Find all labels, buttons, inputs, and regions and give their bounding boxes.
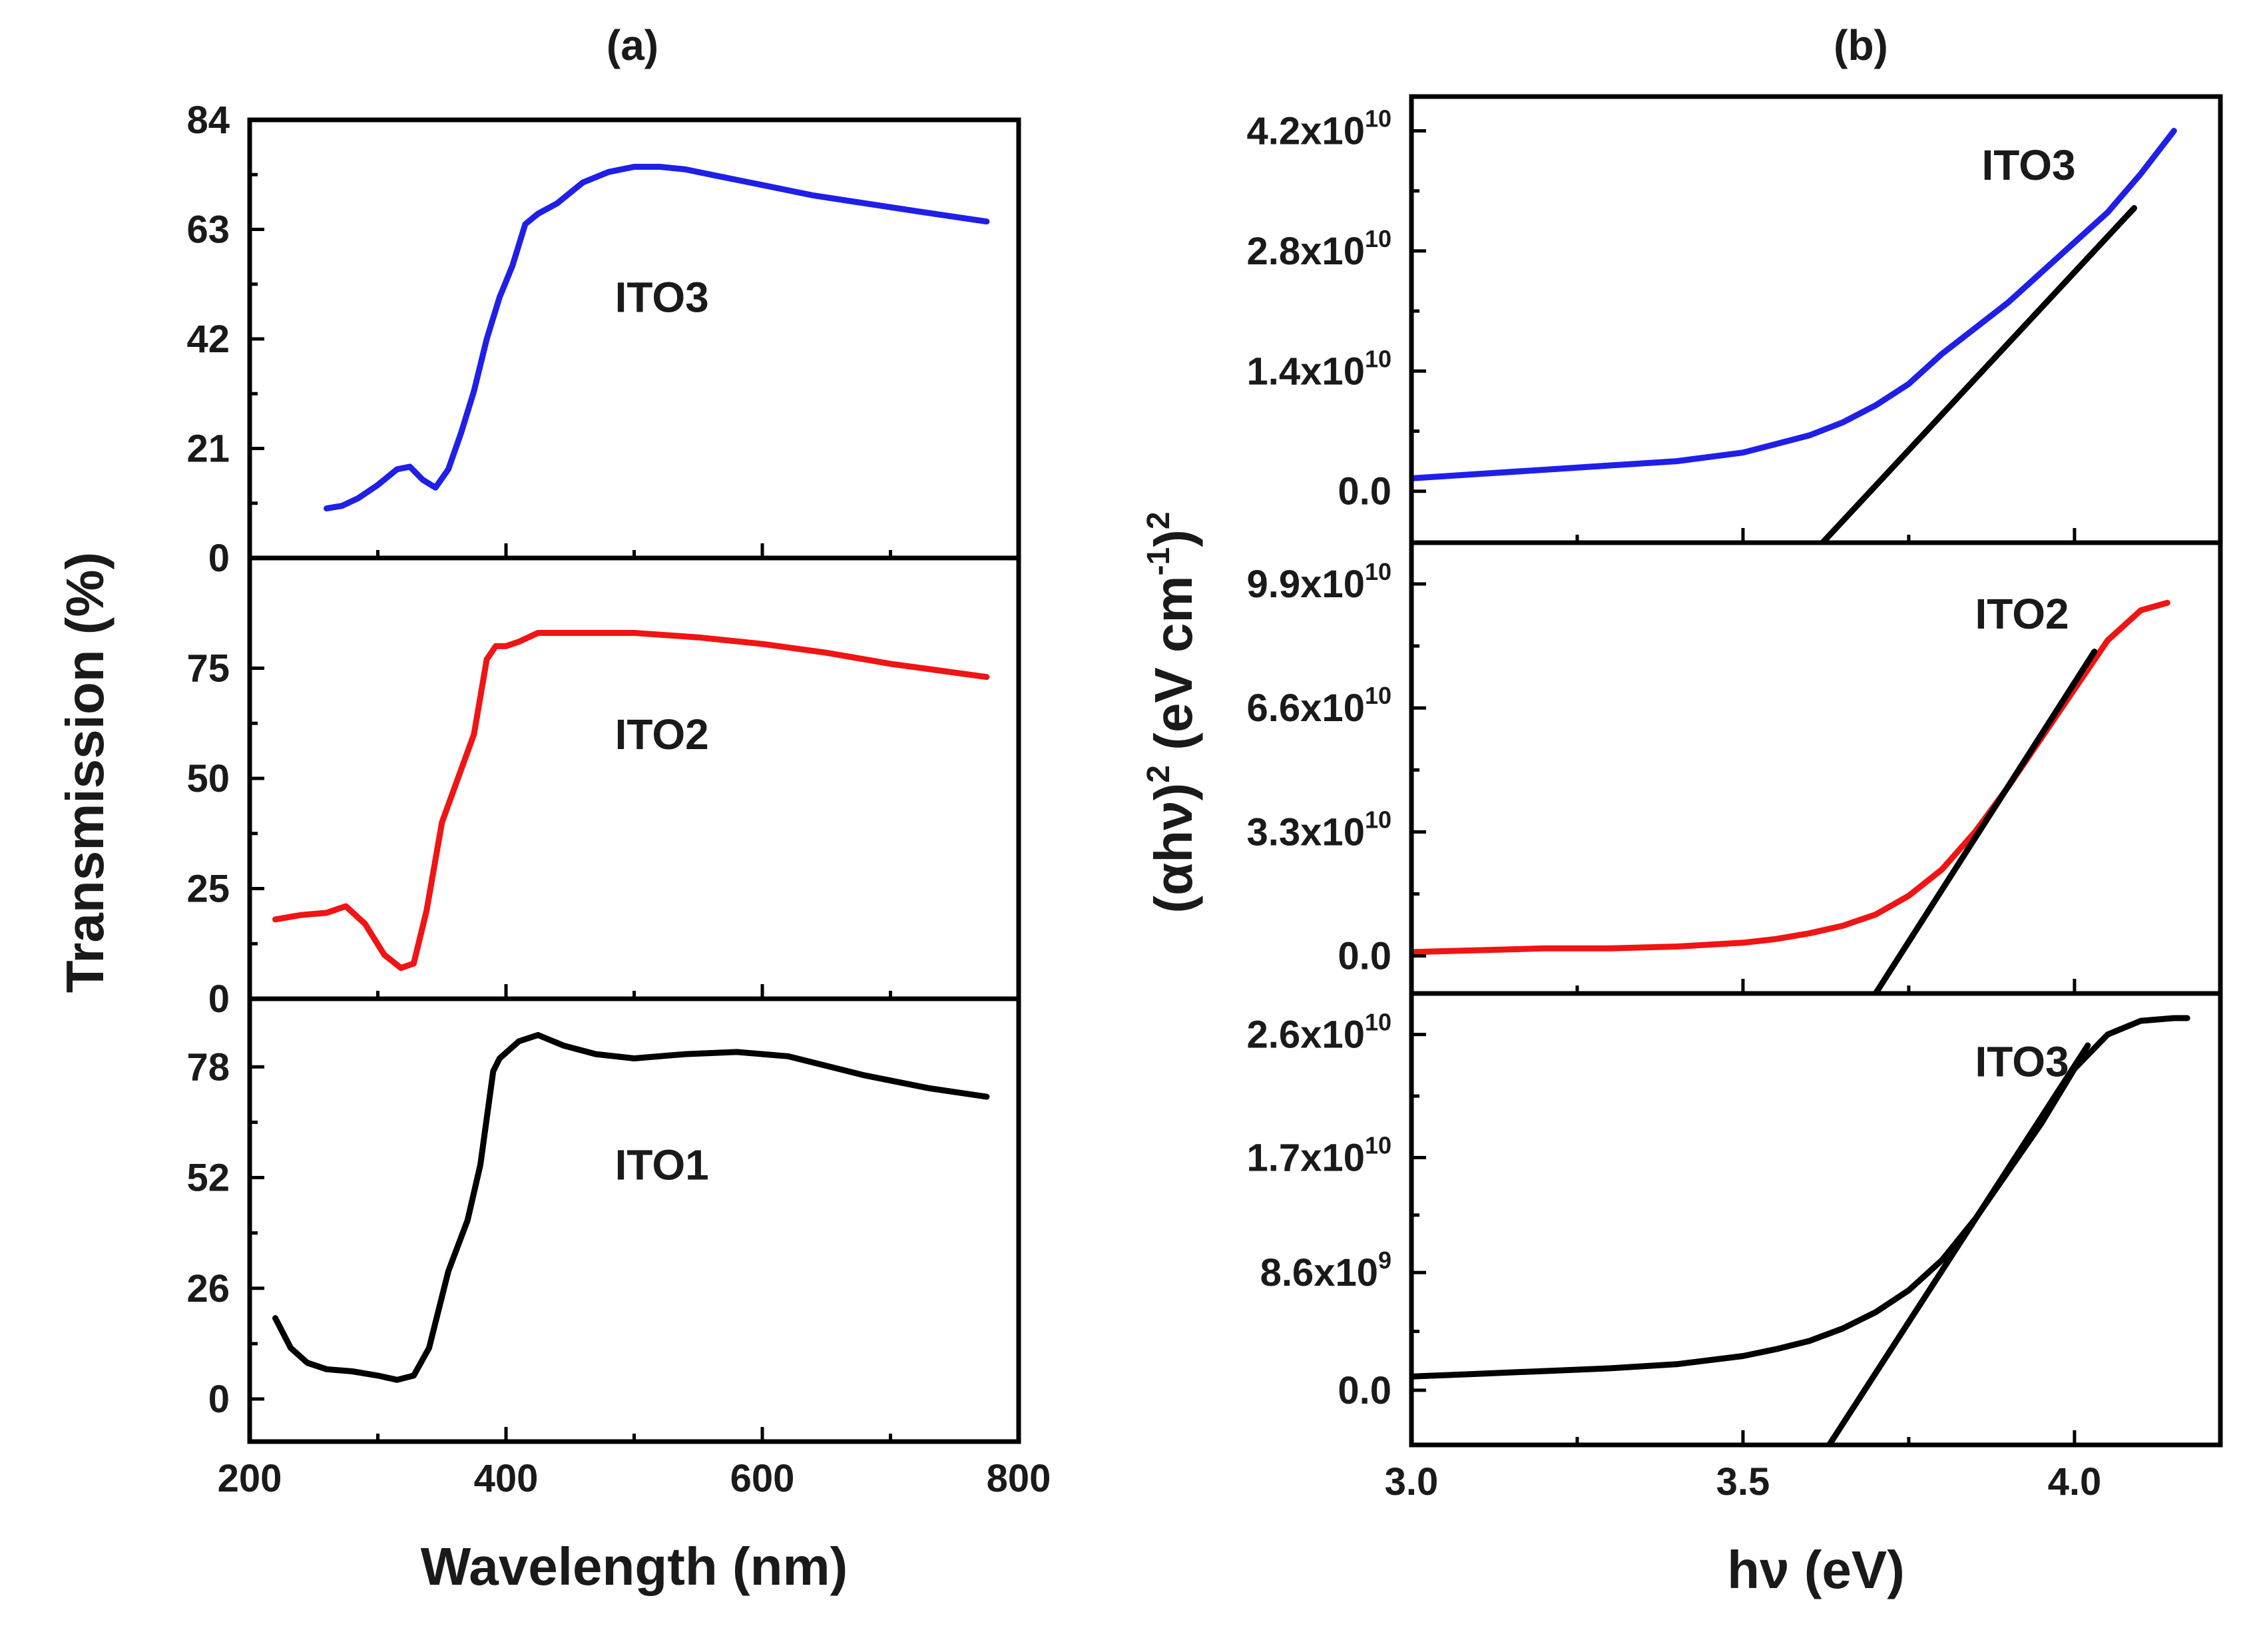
plot-frame bbox=[1409, 540, 2223, 996]
x-tick-label: 3.0 bbox=[1385, 1460, 1439, 1504]
plot-frame bbox=[1409, 991, 2223, 1448]
y-axis-title-a: Transmission (%) bbox=[55, 552, 115, 993]
series-annotation: ITO1 bbox=[615, 1141, 709, 1189]
fit-line bbox=[1819, 205, 2138, 543]
y-tick-label: 84 bbox=[186, 99, 230, 142]
y-tick-label: 0.0 bbox=[1338, 935, 1391, 978]
panel-label: (b) bbox=[1834, 21, 1888, 69]
x-tick-label: 400 bbox=[474, 1457, 539, 1500]
y-tick-label: 52 bbox=[186, 1157, 230, 1200]
x-tick-label: 3.5 bbox=[1716, 1460, 1770, 1504]
x-tick-label: 600 bbox=[730, 1457, 795, 1500]
panel-label: (a) bbox=[607, 21, 658, 69]
subplot-a-ito2-1: 0 25 50 75 ITO2 bbox=[186, 555, 1021, 1021]
y-tick-label: 4.2x1010 bbox=[1247, 105, 1391, 153]
y-tick-label: 1.7x1010 bbox=[1247, 1132, 1391, 1180]
y-tick-label: 9.9x1010 bbox=[1247, 558, 1391, 606]
x-axis-title: hν (eV) bbox=[1727, 1540, 1905, 1599]
y-tick-label: 0.0 bbox=[1338, 470, 1391, 513]
x-tick-label: 4.0 bbox=[2048, 1460, 2102, 1504]
series-annotation: ITO2 bbox=[615, 710, 709, 758]
x-tick-label: 800 bbox=[987, 1457, 1051, 1500]
y-tick-label: 0 bbox=[208, 537, 230, 580]
subplot-b-ito3-0: 0.0 1.4x1010 2.8x1010 4.2x1010 ITO3 bbox=[1247, 94, 2223, 545]
y-tick-label: 0.0 bbox=[1338, 1369, 1391, 1412]
y-tick-label: 6.6x1010 bbox=[1247, 682, 1391, 730]
y-tick-label: 50 bbox=[186, 757, 230, 800]
x-tick-label: 200 bbox=[218, 1457, 282, 1500]
data-line-ito2 bbox=[272, 630, 990, 971]
subplot-a-ito1-2: 0 26 52 78 ITO1 bbox=[186, 996, 1021, 1444]
subplot-b-ito3-2: 0.0 8.6x109 1.7x1010 2.6x1010 ITO3 bbox=[1247, 991, 2223, 1448]
plot-frame bbox=[1409, 94, 2223, 545]
fit-line bbox=[1872, 649, 2098, 993]
data-line-ito3 bbox=[1411, 1015, 2190, 1380]
plot-frame bbox=[247, 996, 1021, 1444]
chart-panel-a: (a) 0 21 42 63 84 ITO3 0 25 50 75 ITO2 0 26 52 78 ITO1 20… bbox=[186, 21, 1051, 1596]
y-tick-label: 25 bbox=[186, 868, 230, 911]
subplot-a-ito3-0: 0 21 42 63 84 ITO3 bbox=[186, 99, 1021, 580]
fit-line bbox=[1826, 1042, 2091, 1445]
series-annotation: ITO3 bbox=[1975, 1038, 2069, 1086]
y-axis-title-b: (αhν)2 (eV cm-1)2 bbox=[1141, 511, 1203, 913]
y-tick-label: 21 bbox=[186, 427, 230, 471]
plot-frame bbox=[247, 555, 1021, 1001]
y-tick-label: 78 bbox=[186, 1045, 230, 1089]
y-tick-label: 0 bbox=[208, 977, 230, 1021]
series-annotation: ITO3 bbox=[615, 273, 709, 321]
y-tick-label: 75 bbox=[186, 647, 230, 690]
data-line-ito3 bbox=[1411, 128, 2177, 481]
y-tick-label: 2.8x1010 bbox=[1247, 225, 1391, 273]
y-tick-label: 42 bbox=[186, 318, 230, 361]
data-line-ito1 bbox=[272, 1031, 990, 1383]
subplot-b-ito2-1: 0.0 3.3x1010 6.6x1010 9.9x1010 ITO2 bbox=[1247, 540, 2223, 996]
y-tick-label: 63 bbox=[186, 208, 230, 252]
series-annotation: ITO2 bbox=[1975, 590, 2069, 638]
chart-panel-b: (b) 0.0 1.4x1010 2.8x1010 4.2x1010 ITO3 0.0 3.3… bbox=[1247, 21, 2223, 1599]
y-tick-label: 26 bbox=[186, 1267, 230, 1310]
y-tick-label: 2.6x1010 bbox=[1247, 1009, 1391, 1057]
x-axis-title: Wavelength (nm) bbox=[421, 1537, 848, 1596]
y-tick-label: 1.4x1010 bbox=[1247, 345, 1391, 393]
y-tick-label: 8.6x109 bbox=[1260, 1246, 1391, 1294]
data-line-ito3 bbox=[324, 164, 990, 512]
series-annotation: ITO3 bbox=[1981, 141, 2075, 189]
data-line-ito2 bbox=[1411, 599, 2170, 956]
y-tick-label: 0 bbox=[208, 1378, 230, 1421]
y-tick-label: 3.3x1010 bbox=[1247, 806, 1391, 854]
